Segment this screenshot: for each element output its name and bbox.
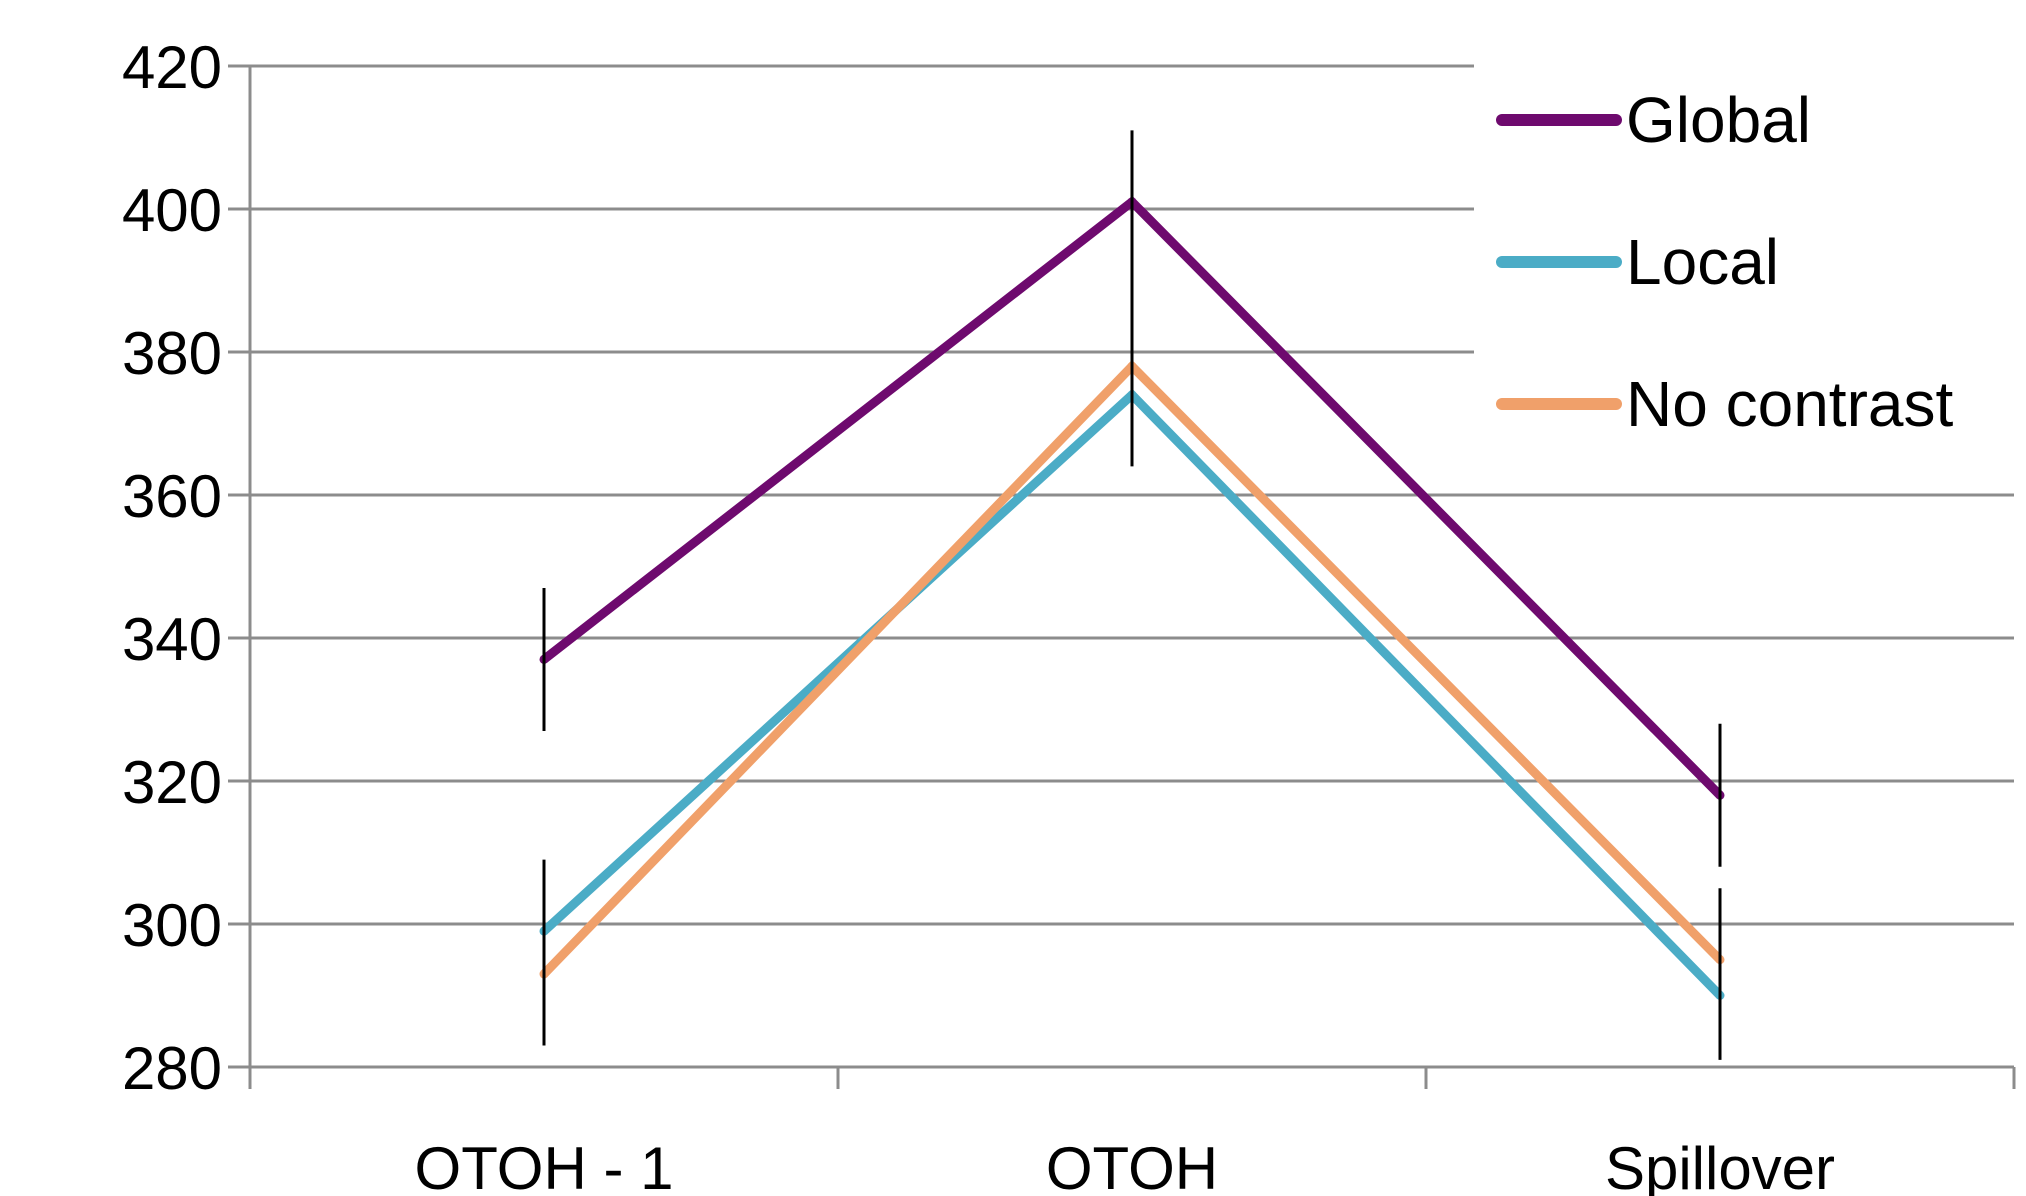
x-tick-label: OTOH - 1 [415, 1135, 674, 1196]
y-tick-label: 400 [122, 177, 222, 244]
legend-label: No contrast [1626, 368, 1953, 440]
y-tick-label: 340 [122, 606, 222, 673]
y-tick-labels: 280 300 320 340 360 380 400 420 [122, 34, 222, 1102]
x-tick-labels: OTOH - 1 OTOH Spillover [415, 1135, 1836, 1196]
y-tick-label: 320 [122, 749, 222, 816]
y-tick-label: 280 [122, 1035, 222, 1102]
legend: Global Local No contrast [1496, 84, 1953, 440]
y-tick-label: 380 [122, 320, 222, 387]
error-bars [542, 130, 1722, 1060]
legend-label: Global [1626, 84, 1811, 156]
y-tick-label: 360 [122, 463, 222, 530]
axes [228, 64, 2016, 1089]
x-tick-label: OTOH [1046, 1135, 1218, 1196]
x-tick-label: Spillover [1605, 1135, 1835, 1196]
legend-label: Local [1626, 226, 1779, 298]
y-tick-label: 300 [122, 892, 222, 959]
y-tick-label: 420 [122, 34, 222, 101]
series-line-local [540, 388, 1724, 999]
